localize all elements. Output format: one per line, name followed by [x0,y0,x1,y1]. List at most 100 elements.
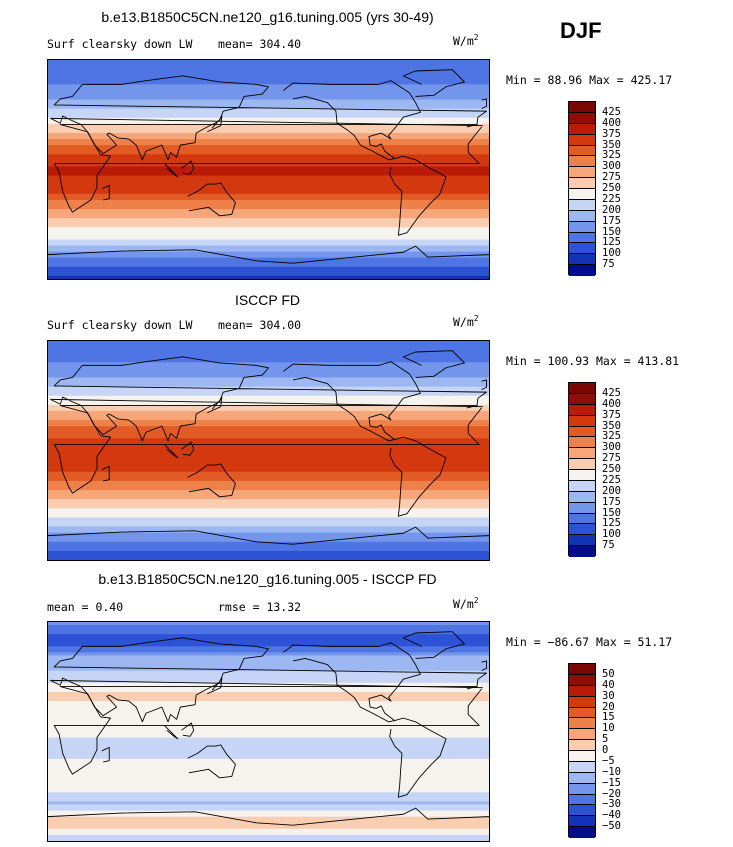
field-band [48,386,489,391]
field-band [48,819,489,824]
field-band [48,221,489,225]
panel-3-map-svg [48,622,489,841]
field-band [48,410,489,415]
units-base: W/m [453,314,474,329]
field-band [48,245,489,250]
field-band [48,628,489,632]
field-band [48,517,489,522]
field-band [48,181,489,186]
panel-1-variable-label: Surf clearsky down LW [47,37,193,51]
field-band [48,401,489,406]
colorbar-tick-label: 300 [602,441,621,454]
field-band [48,248,489,253]
field-band [48,550,489,555]
field-band [48,163,489,168]
field-band [48,404,489,409]
panel-3-map [47,621,490,842]
field-band [48,731,489,736]
colorbar-segment [569,772,595,784]
field-band [48,377,489,382]
colorbar-segment [569,664,595,675]
field-band [48,184,489,189]
field-band [48,239,489,244]
field-band [48,734,489,739]
field-band [48,719,489,723]
colorbar-tick-label: 425 [602,386,621,399]
field-band [48,175,489,180]
field-band [48,834,489,839]
field-band [48,435,489,439]
field-band [48,661,489,666]
coastline [101,184,110,201]
coastline [48,245,489,264]
panel-2-title: ISCCP FD [234,292,301,308]
field-band [48,441,489,446]
field-band [48,395,489,400]
field-band [48,341,489,345]
colorbar-tick-label: 40 [602,678,615,691]
field-band [48,459,489,464]
coastline [50,637,487,723]
field-band [48,417,489,421]
field-band [48,523,489,528]
coastline [282,80,421,161]
panel-1-map [47,59,490,280]
colorbar-tick-label: 325 [602,430,621,443]
colorbar-segment [569,437,595,449]
field-band [48,631,489,635]
field-band [48,640,489,644]
colorbar-tick-label: −50 [602,820,621,833]
units-exponent: 2 [473,33,479,42]
colorbar-tick-label: 400 [602,116,621,129]
field-band [48,212,489,216]
colorbar-segment [569,393,595,405]
field-band [48,209,489,213]
field-band [48,398,489,403]
coastline [402,350,465,378]
field-band [48,807,489,812]
field-band [48,496,489,500]
field-band [48,350,489,354]
field-band [48,462,489,467]
colorbar-tick-label: 30 [602,689,615,702]
field-band [48,825,489,830]
units-exponent: 2 [473,314,479,323]
field-band [48,344,489,348]
panel-3-minmax: Min = −86.67 Max = 51.17 [506,635,673,649]
colorbar-tick-label: 20 [602,700,615,713]
coastline [181,160,195,175]
field-band [48,129,489,134]
coastline [402,69,465,97]
field-band [48,453,489,458]
field-band [48,414,489,418]
field-band [48,795,489,800]
field-band [48,392,489,397]
colorbar-tick-label: 150 [602,506,621,519]
panel-2-units: W/m2 [453,314,479,329]
field-band [48,789,489,793]
field-band [48,649,489,654]
field-band [48,233,489,238]
colorbar-tick-label: 275 [602,171,621,184]
field-band [48,423,489,427]
field-band [48,263,489,268]
field-band [48,102,489,107]
panel-3-colorbar [568,663,596,838]
field-band [48,658,489,663]
colorbar-segment [569,243,595,255]
coastline [101,746,110,763]
coastline [207,115,223,133]
field-band [48,625,489,629]
field-band [48,682,489,687]
field-band [48,502,489,506]
field-band [48,151,489,155]
field-band [48,447,489,452]
field-band [48,722,489,727]
field-band [48,643,489,647]
field-band [48,169,489,174]
field-band [48,356,489,360]
field-band [48,670,489,675]
field-band [48,114,489,119]
coastline [187,744,236,779]
field-band [48,749,489,754]
